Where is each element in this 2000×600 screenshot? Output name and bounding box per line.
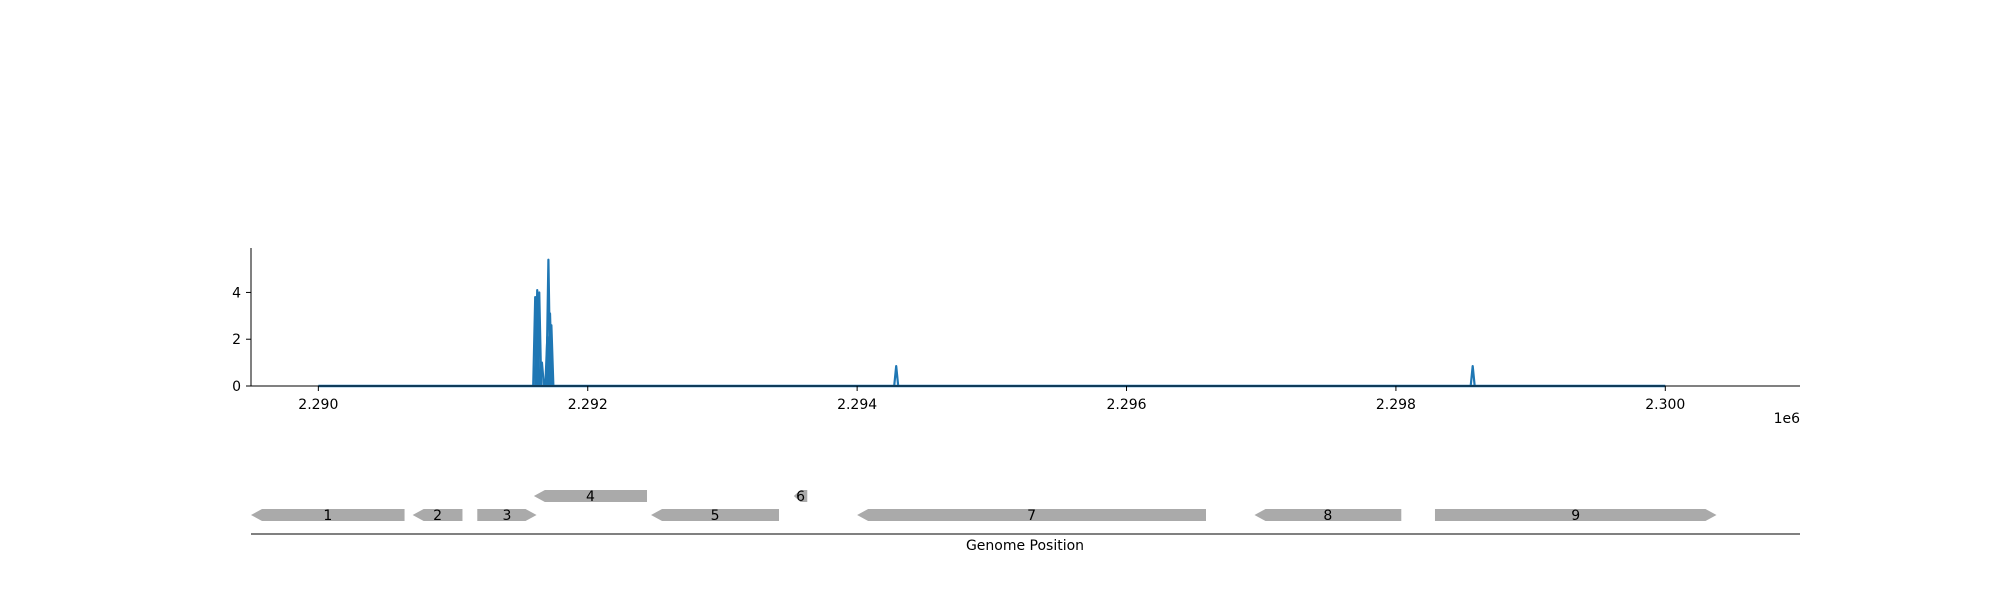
x-offset-label: 1e6: [1774, 411, 1801, 427]
gene-label: 4: [586, 489, 595, 505]
gene-track-xlabel: Genome Position: [966, 538, 1084, 554]
y-tick-label: 2: [232, 332, 241, 348]
gene-arrow: [533, 490, 648, 502]
gene-arrow: [477, 509, 537, 521]
gene-arrow: [412, 509, 463, 521]
x-tick-label: 2.294: [837, 397, 877, 413]
gene-arrow: [793, 490, 808, 502]
gene-arrow: [1434, 509, 1717, 521]
y-tick-label: 0: [232, 379, 241, 395]
coverage-peak: [548, 324, 555, 387]
gene-arrow: [251, 509, 405, 521]
coverage-axes: [250, 248, 1800, 387]
y-ticks: 0 2 4: [232, 285, 251, 395]
coverage-peak: [1469, 365, 1476, 387]
gene-track: 1 2 3 4 5 6 7 8 9 Genome Position: [251, 489, 1800, 554]
gene-arrow: [1254, 509, 1402, 521]
coverage-peak: [893, 365, 900, 387]
coverage-peak: [536, 291, 543, 387]
coverage-peak: [546, 312, 554, 387]
gene-label: 3: [502, 508, 511, 524]
gene-arrow: [651, 509, 780, 521]
x-tick-label: 2.298: [1376, 397, 1416, 413]
gene-label: 7: [1027, 508, 1036, 524]
x-tick-label: 2.300: [1645, 397, 1685, 413]
gene-label: 2: [433, 508, 442, 524]
y-tick-label: 4: [232, 285, 241, 301]
gene-label: 1: [323, 508, 332, 524]
gene-label: 8: [1323, 508, 1332, 524]
x-tick-label: 2.296: [1106, 397, 1146, 413]
gene-arrow: [857, 509, 1206, 521]
coverage-plot: 2.290 2.292 2.294 2.296 2.298 2.300 0 2 4 1e6: [232, 248, 1800, 427]
x-tick-label: 2.292: [568, 397, 608, 413]
gene-label: 9: [1571, 508, 1580, 524]
coverage-peak: [538, 361, 546, 387]
gene-arrows: 1 2 3 4 5 6 7 8 9: [251, 489, 1717, 524]
gene-label: 6: [796, 489, 805, 505]
coverage-line: [318, 258, 1666, 388]
x-ticks: 2.290 2.292 2.294 2.296 2.298 2.300: [298, 386, 1685, 413]
x-tick-label: 2.290: [298, 397, 338, 413]
gene-label: 5: [711, 508, 720, 524]
